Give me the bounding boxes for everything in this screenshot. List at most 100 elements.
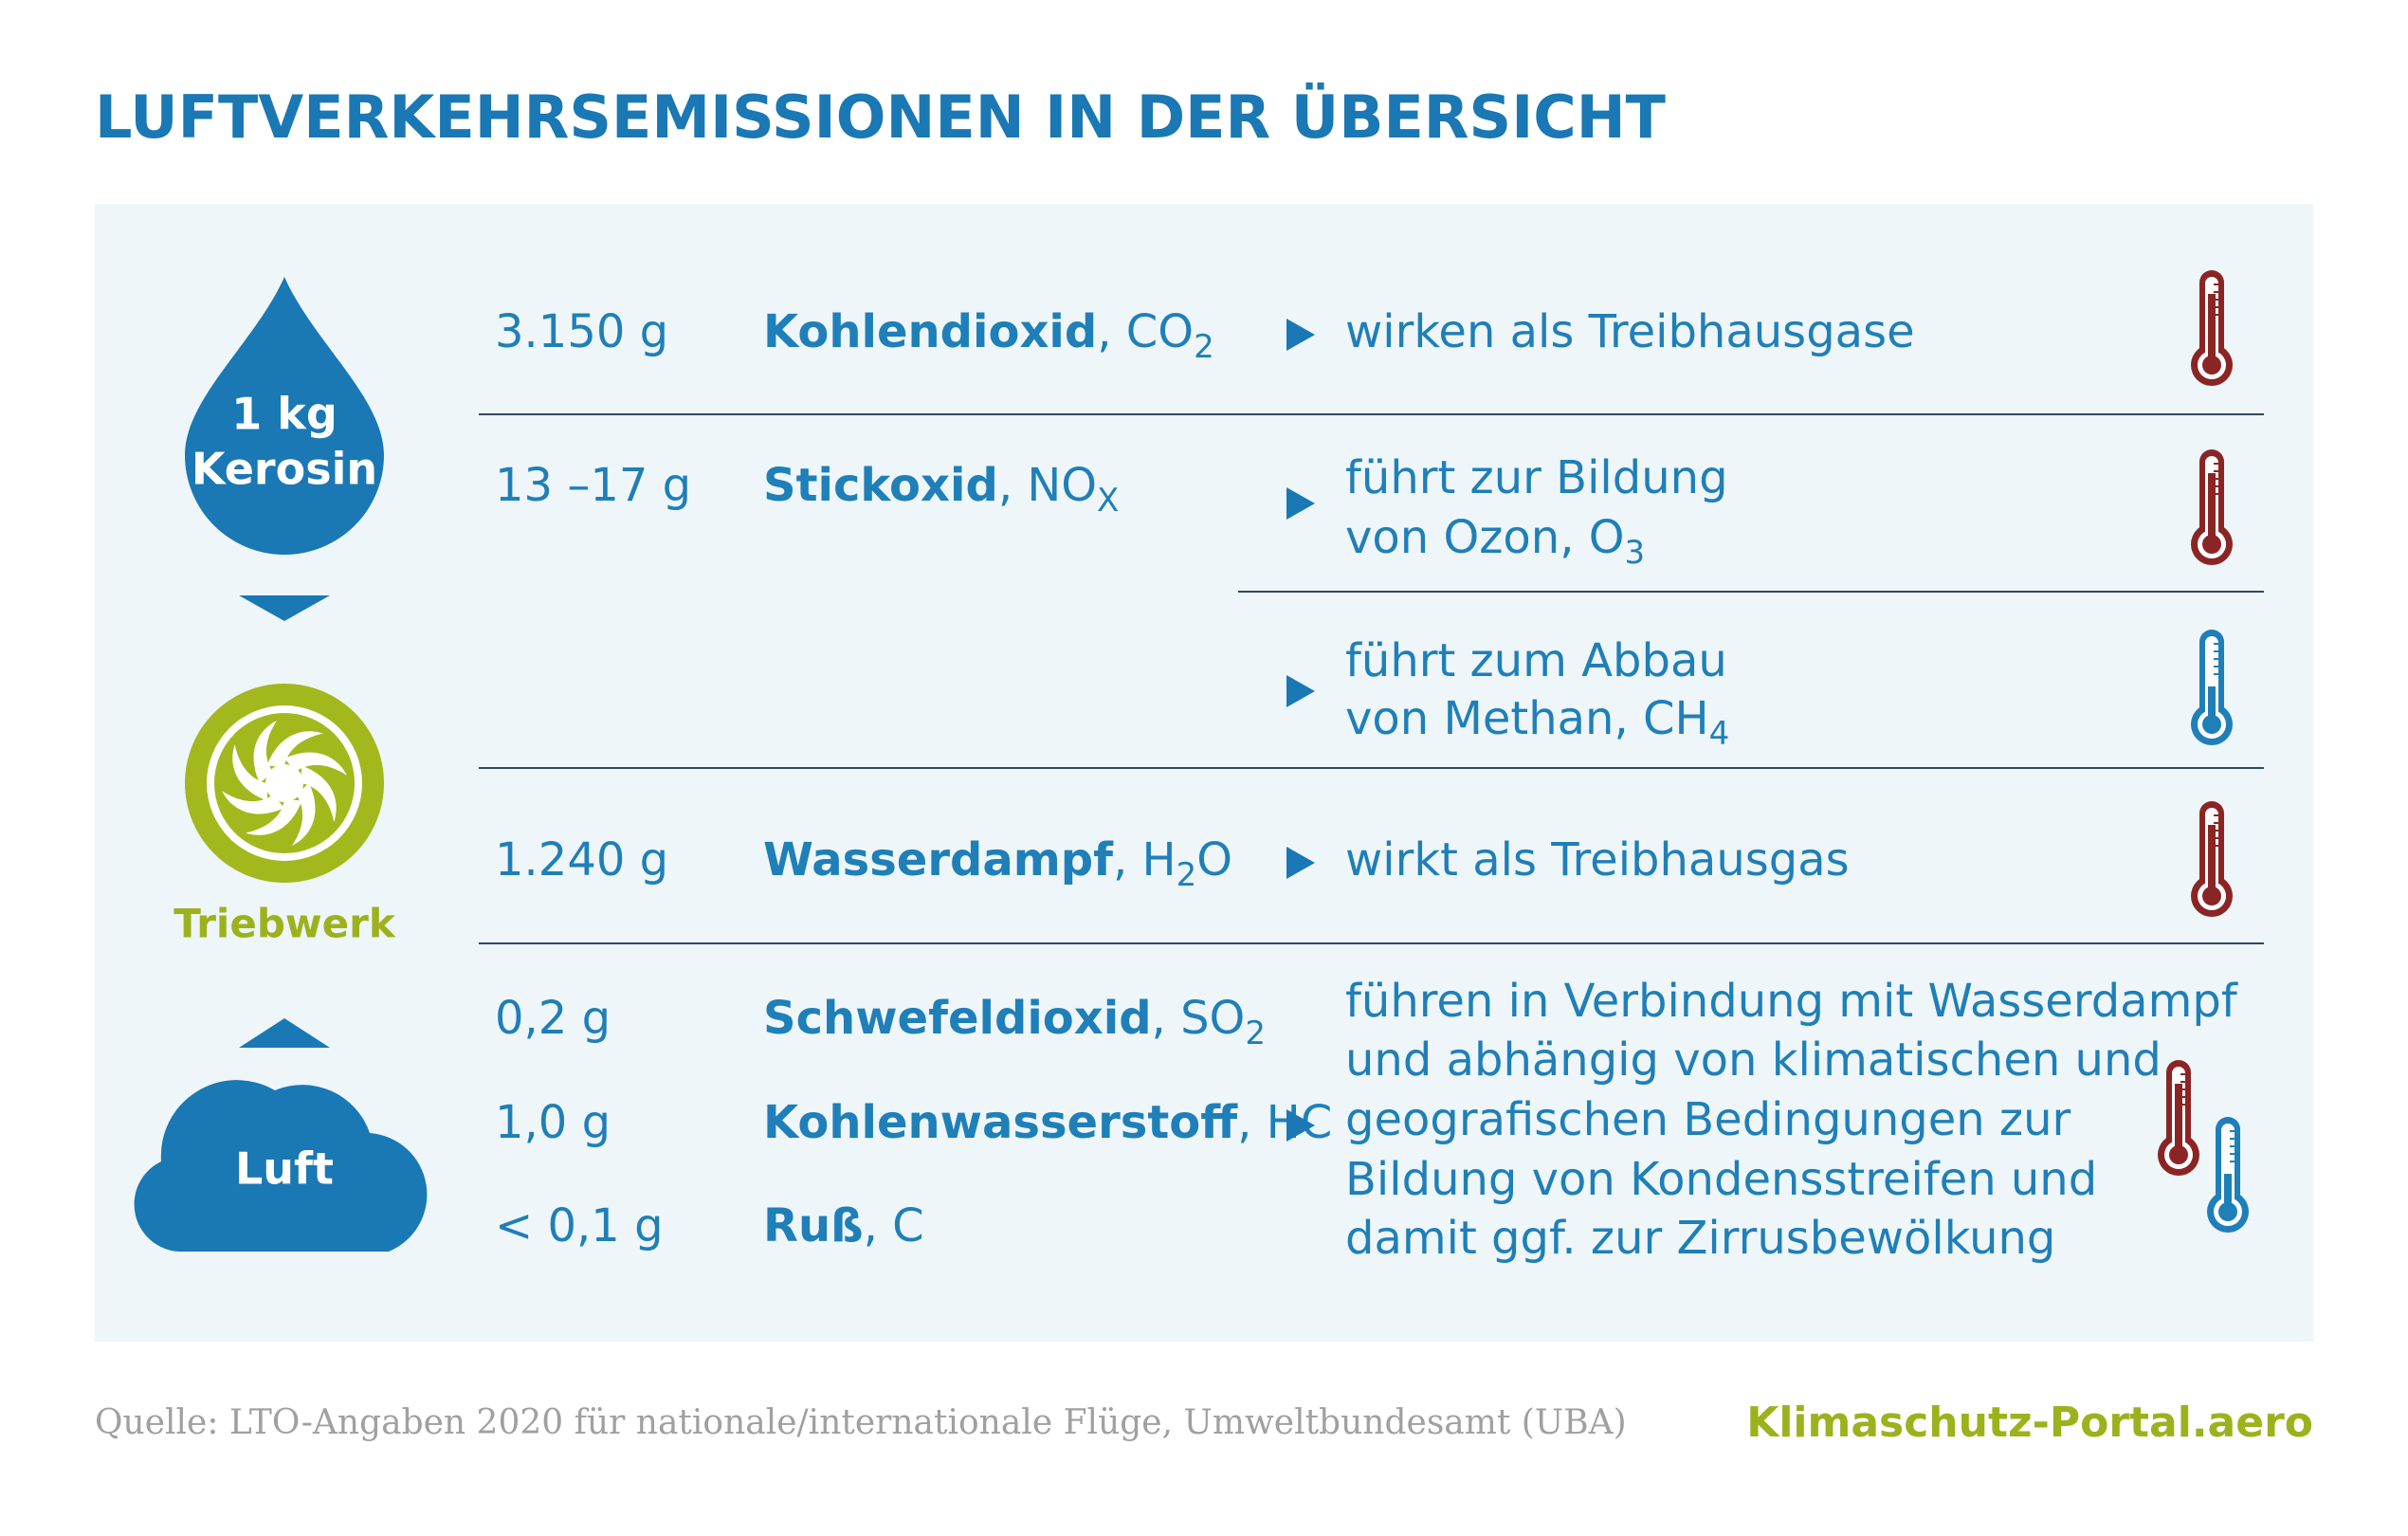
effect-line: führt zur Bildung	[1345, 451, 1728, 504]
effect-line-part: geografischen Bedingungen zur	[1345, 1093, 2071, 1146]
thermometer-icon	[2158, 1060, 2199, 1176]
blade	[253, 721, 277, 783]
title: LUFTVERKEHRSEMISSIONEN IN DER ÜBERSICHT	[95, 82, 1666, 152]
substance-part: , CO	[1097, 305, 1194, 358]
blade	[222, 791, 284, 814]
substance: Schwefeldioxid, SO2	[763, 992, 1266, 1052]
effect-line: und abhängig von klimatischen und	[1345, 1033, 2162, 1087]
thermo-fill	[2208, 473, 2216, 544]
substance-part: X	[1097, 482, 1119, 520]
effect-line-part: 4	[1709, 715, 1730, 753]
substance-part: Ruß	[763, 1199, 864, 1253]
thermometer-icon	[2191, 630, 2233, 745]
blade	[292, 783, 316, 846]
amount-part: 1.240 g	[495, 833, 668, 887]
thermo-fill	[2175, 1084, 2182, 1155]
amount: 1,0 g	[495, 1096, 611, 1149]
effect-arrow	[1286, 847, 1315, 879]
effect-line-part: führt zum Abbau	[1345, 634, 1727, 687]
thermo-fill	[2208, 686, 2216, 724]
amount-part: 13 –17 g	[495, 459, 691, 512]
substance: Ruß, C	[763, 1199, 924, 1253]
substance-part: Kohlenwasserstoff	[763, 1096, 1238, 1149]
substance-part: , SO	[1152, 992, 1246, 1045]
brand: Klimaschutz-Portal.aero	[1746, 1399, 2313, 1447]
blade	[245, 798, 302, 835]
effect-line: führt zum Abbau	[1345, 634, 1727, 687]
effect-line: von Ozon, O3	[1345, 511, 1645, 572]
input-label: 1 kg	[231, 389, 337, 440]
amount: 1.240 g	[495, 833, 668, 887]
thermometer-icon	[2191, 449, 2233, 565]
effect-line: von Methan, CH4	[1345, 692, 1729, 753]
thermo-fill-bulb	[2202, 535, 2221, 554]
thermo-fill-bulb	[2218, 1202, 2237, 1221]
input-label: Kerosin	[192, 444, 377, 495]
thermo-fill-bulb	[2202, 887, 2221, 905]
source: Quelle: LTO-Angaben 2020 für nationale/i…	[95, 1403, 1627, 1442]
cloud-icon	[134, 1080, 428, 1253]
substance: Wasserdampf, H2O	[763, 833, 1232, 894]
substance: Stickoxid, NOX	[763, 459, 1119, 520]
thermo-fill-bulb	[2169, 1145, 2188, 1164]
thermometer-icon	[2191, 801, 2233, 917]
effect-line-part: 3	[1625, 534, 1646, 572]
thermo-fill-bulb	[2202, 715, 2221, 734]
thermo-fill	[2224, 1174, 2232, 1212]
amount: 0,2 g	[495, 992, 611, 1045]
substance-part: 2	[1194, 328, 1214, 366]
amount: 13 –17 g	[495, 459, 691, 512]
blade	[284, 752, 347, 776]
thermo-fill	[2208, 825, 2216, 896]
effect-line-part: wirkt als Treibhausgas	[1345, 833, 1850, 887]
up-arrow	[239, 1018, 330, 1048]
substance-part: Schwefeldioxid	[763, 992, 1152, 1045]
substance: Kohlendioxid, CO2	[763, 305, 1214, 366]
thermometer-icon	[2191, 270, 2233, 386]
effect-line-part: führt zur Bildung	[1345, 451, 1728, 504]
effect-line-part: führen in Verbindung mit Wasserdampf	[1345, 975, 2238, 1028]
effect-line: geografischen Bedingungen zur	[1345, 1093, 2071, 1146]
substance-part: 2	[1177, 856, 1197, 894]
effect-line-part: Bildung von Kondensstreifen und	[1345, 1153, 2097, 1206]
substance-part: , HC	[1237, 1096, 1332, 1149]
effect-arrow	[1286, 1109, 1315, 1142]
effect-line: wirkt als Treibhausgas	[1345, 833, 1850, 887]
effect-line-part: von Methan, CH	[1345, 692, 1709, 745]
effect-line: Bildung von Kondensstreifen und	[1345, 1153, 2097, 1206]
substance-part: Stickoxid	[763, 459, 998, 512]
amount: 3.150 g	[495, 305, 668, 358]
drop-icon	[185, 277, 384, 555]
amount-part: < 0,1 g	[495, 1199, 664, 1253]
thermo-fill	[2208, 294, 2216, 365]
blade	[232, 743, 269, 801]
amount-part: 1,0 g	[495, 1096, 611, 1149]
amount-part: 3.150 g	[495, 305, 668, 358]
substance-part: , H	[1113, 833, 1177, 887]
substance-part: Wasserdampf	[763, 833, 1114, 887]
substance: Kohlenwasserstoff, HC	[763, 1096, 1332, 1149]
amount-part: 0,2 g	[495, 992, 611, 1045]
effect-line: wirken als Treibhausgase	[1345, 305, 1915, 358]
engine-label: Triebwerk	[173, 901, 396, 947]
blade	[266, 731, 324, 768]
effect-line: damit ggf. zur Zirrusbewölkung	[1345, 1212, 2055, 1265]
effect-arrow	[1286, 319, 1315, 351]
effect-arrow	[1286, 675, 1315, 707]
substance-part: 2	[1245, 1015, 1266, 1052]
engine-icon	[185, 684, 384, 883]
substance-part: Kohlendioxid	[763, 305, 1097, 358]
panel	[95, 204, 2313, 1342]
effect-line-part: damit ggf. zur Zirrusbewölkung	[1345, 1212, 2055, 1265]
effect-line: führen in Verbindung mit Wasserdampf	[1345, 975, 2238, 1028]
substance-part: , NO	[998, 459, 1097, 512]
effect-line-part: von Ozon, O	[1345, 511, 1625, 564]
thermometer-icon	[2207, 1117, 2249, 1233]
amount: < 0,1 g	[495, 1199, 664, 1253]
substance-part: , C	[864, 1199, 924, 1253]
effect-arrow	[1286, 487, 1315, 520]
thermo-fill-bulb	[2202, 356, 2221, 375]
blade	[300, 765, 337, 823]
down-arrow	[239, 595, 330, 621]
